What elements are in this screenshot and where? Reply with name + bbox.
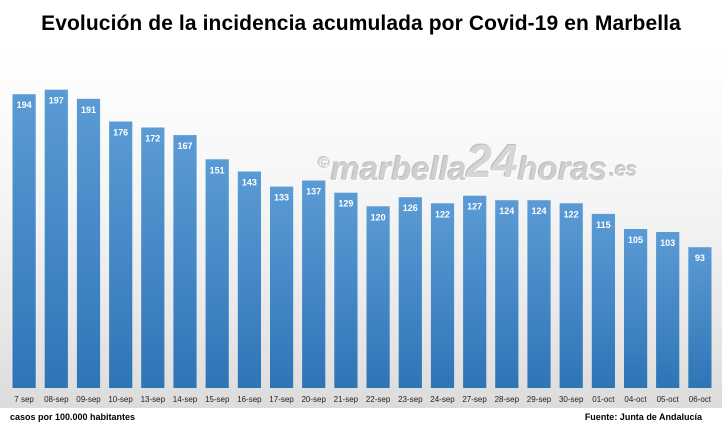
x-tick-label: 20-sep xyxy=(301,395,326,404)
x-tick-label: 22-sep xyxy=(366,395,391,404)
x-tick-label: 7 sep xyxy=(14,395,34,404)
bar-24-sep xyxy=(430,203,455,388)
x-tick-label: 16-sep xyxy=(237,395,262,404)
source-note: Fuente: Junta de Andalucía xyxy=(584,412,702,422)
bar-08-sep xyxy=(44,89,68,388)
data-label: 133 xyxy=(274,193,289,203)
bar-29-sep xyxy=(527,200,551,388)
data-label: 124 xyxy=(499,206,514,216)
data-label: 176 xyxy=(113,128,128,138)
bar-17-sep xyxy=(270,186,294,388)
bar-16-sep xyxy=(237,171,261,388)
bar-30-sep xyxy=(559,203,583,388)
bar-7-sep xyxy=(12,94,36,388)
watermark-suffix: horas xyxy=(517,150,608,187)
x-tick-label: 30-sep xyxy=(559,395,584,404)
x-tick-label: 17-sep xyxy=(269,395,294,404)
bar-21-sep xyxy=(334,192,358,388)
bar-14-sep xyxy=(173,135,197,388)
bar-10-sep xyxy=(109,121,133,388)
x-tick-label: 23-sep xyxy=(398,395,423,404)
data-label: 127 xyxy=(467,202,482,212)
data-label: 143 xyxy=(242,178,257,188)
bars xyxy=(12,89,712,389)
x-tick-label: 10-sep xyxy=(108,395,133,404)
data-label: 197 xyxy=(49,96,64,106)
watermark-logo: © marbella 24 horas .es xyxy=(318,135,638,188)
bar-27-sep xyxy=(463,195,487,388)
x-tick-label: 21-sep xyxy=(334,395,359,404)
chart-title: Evolución de la incidencia acumulada por… xyxy=(41,12,681,35)
y-axis-unit-note: casos por 100.000 habitantes xyxy=(10,412,136,422)
x-tick-label: 09-sep xyxy=(76,395,101,404)
watermark-name: marbella xyxy=(330,150,467,187)
data-label: 115 xyxy=(596,220,611,230)
watermark-tld: .es xyxy=(609,159,638,181)
x-tick-label: 29-sep xyxy=(527,395,552,404)
x-tick-label: 04-oct xyxy=(624,395,647,404)
bar-04-oct xyxy=(624,229,648,388)
data-label: 191 xyxy=(81,105,96,115)
x-tick-label: 27-sep xyxy=(462,395,487,404)
data-label: 137 xyxy=(306,187,321,197)
data-label: 126 xyxy=(403,203,418,213)
data-label: 194 xyxy=(17,100,32,110)
bar-06-oct xyxy=(688,247,712,388)
x-tick-label: 13-sep xyxy=(141,395,166,404)
bar-23-sep xyxy=(398,197,422,388)
x-tick-label: 05-oct xyxy=(657,395,680,404)
plot-area: © marbella 24 horas .es 194 197 191 176 172 1… xyxy=(0,48,722,408)
data-label: 129 xyxy=(338,199,353,209)
bar-09-sep xyxy=(76,98,101,389)
data-label: 122 xyxy=(435,209,450,219)
bar-28-sep xyxy=(495,200,519,388)
data-label: 151 xyxy=(210,165,225,175)
data-label: 172 xyxy=(145,134,160,144)
data-labels: 194 197 191 176 172 167 151 143 133 137 129 120 126 1… xyxy=(17,96,705,264)
bar-chart: 194 197 191 176 172 167 151 143 133 137 129 120 126 1… xyxy=(12,89,712,404)
x-tick-label: 01-oct xyxy=(592,395,615,404)
x-tick-label: 06-oct xyxy=(689,395,712,404)
data-label: 120 xyxy=(371,212,386,222)
x-axis-ticks: 7 sep 08-sep 09-sep 10-sep 13-sep 14-sep 15-se… xyxy=(14,395,711,404)
x-tick-label: 28-sep xyxy=(495,395,520,404)
data-label: 93 xyxy=(695,253,705,263)
bar-22-sep xyxy=(366,206,390,388)
x-tick-label: 14-sep xyxy=(173,395,198,404)
data-label: 122 xyxy=(564,209,579,219)
bar-15-sep xyxy=(205,159,229,388)
x-tick-label: 24-sep xyxy=(430,395,455,404)
data-label: 103 xyxy=(660,238,675,248)
data-label: 167 xyxy=(177,141,192,151)
bar-05-oct xyxy=(656,232,680,388)
x-tick-label: 08-sep xyxy=(44,395,69,404)
bar-13-sep xyxy=(141,127,165,388)
data-label: 105 xyxy=(628,235,643,245)
watermark-number: 24 xyxy=(466,135,518,187)
bar-01-oct xyxy=(591,213,615,388)
watermark-copyright: © xyxy=(318,155,330,172)
data-label: 124 xyxy=(531,206,546,216)
x-tick-label: 15-sep xyxy=(205,395,230,404)
bar-20-sep xyxy=(302,180,326,388)
